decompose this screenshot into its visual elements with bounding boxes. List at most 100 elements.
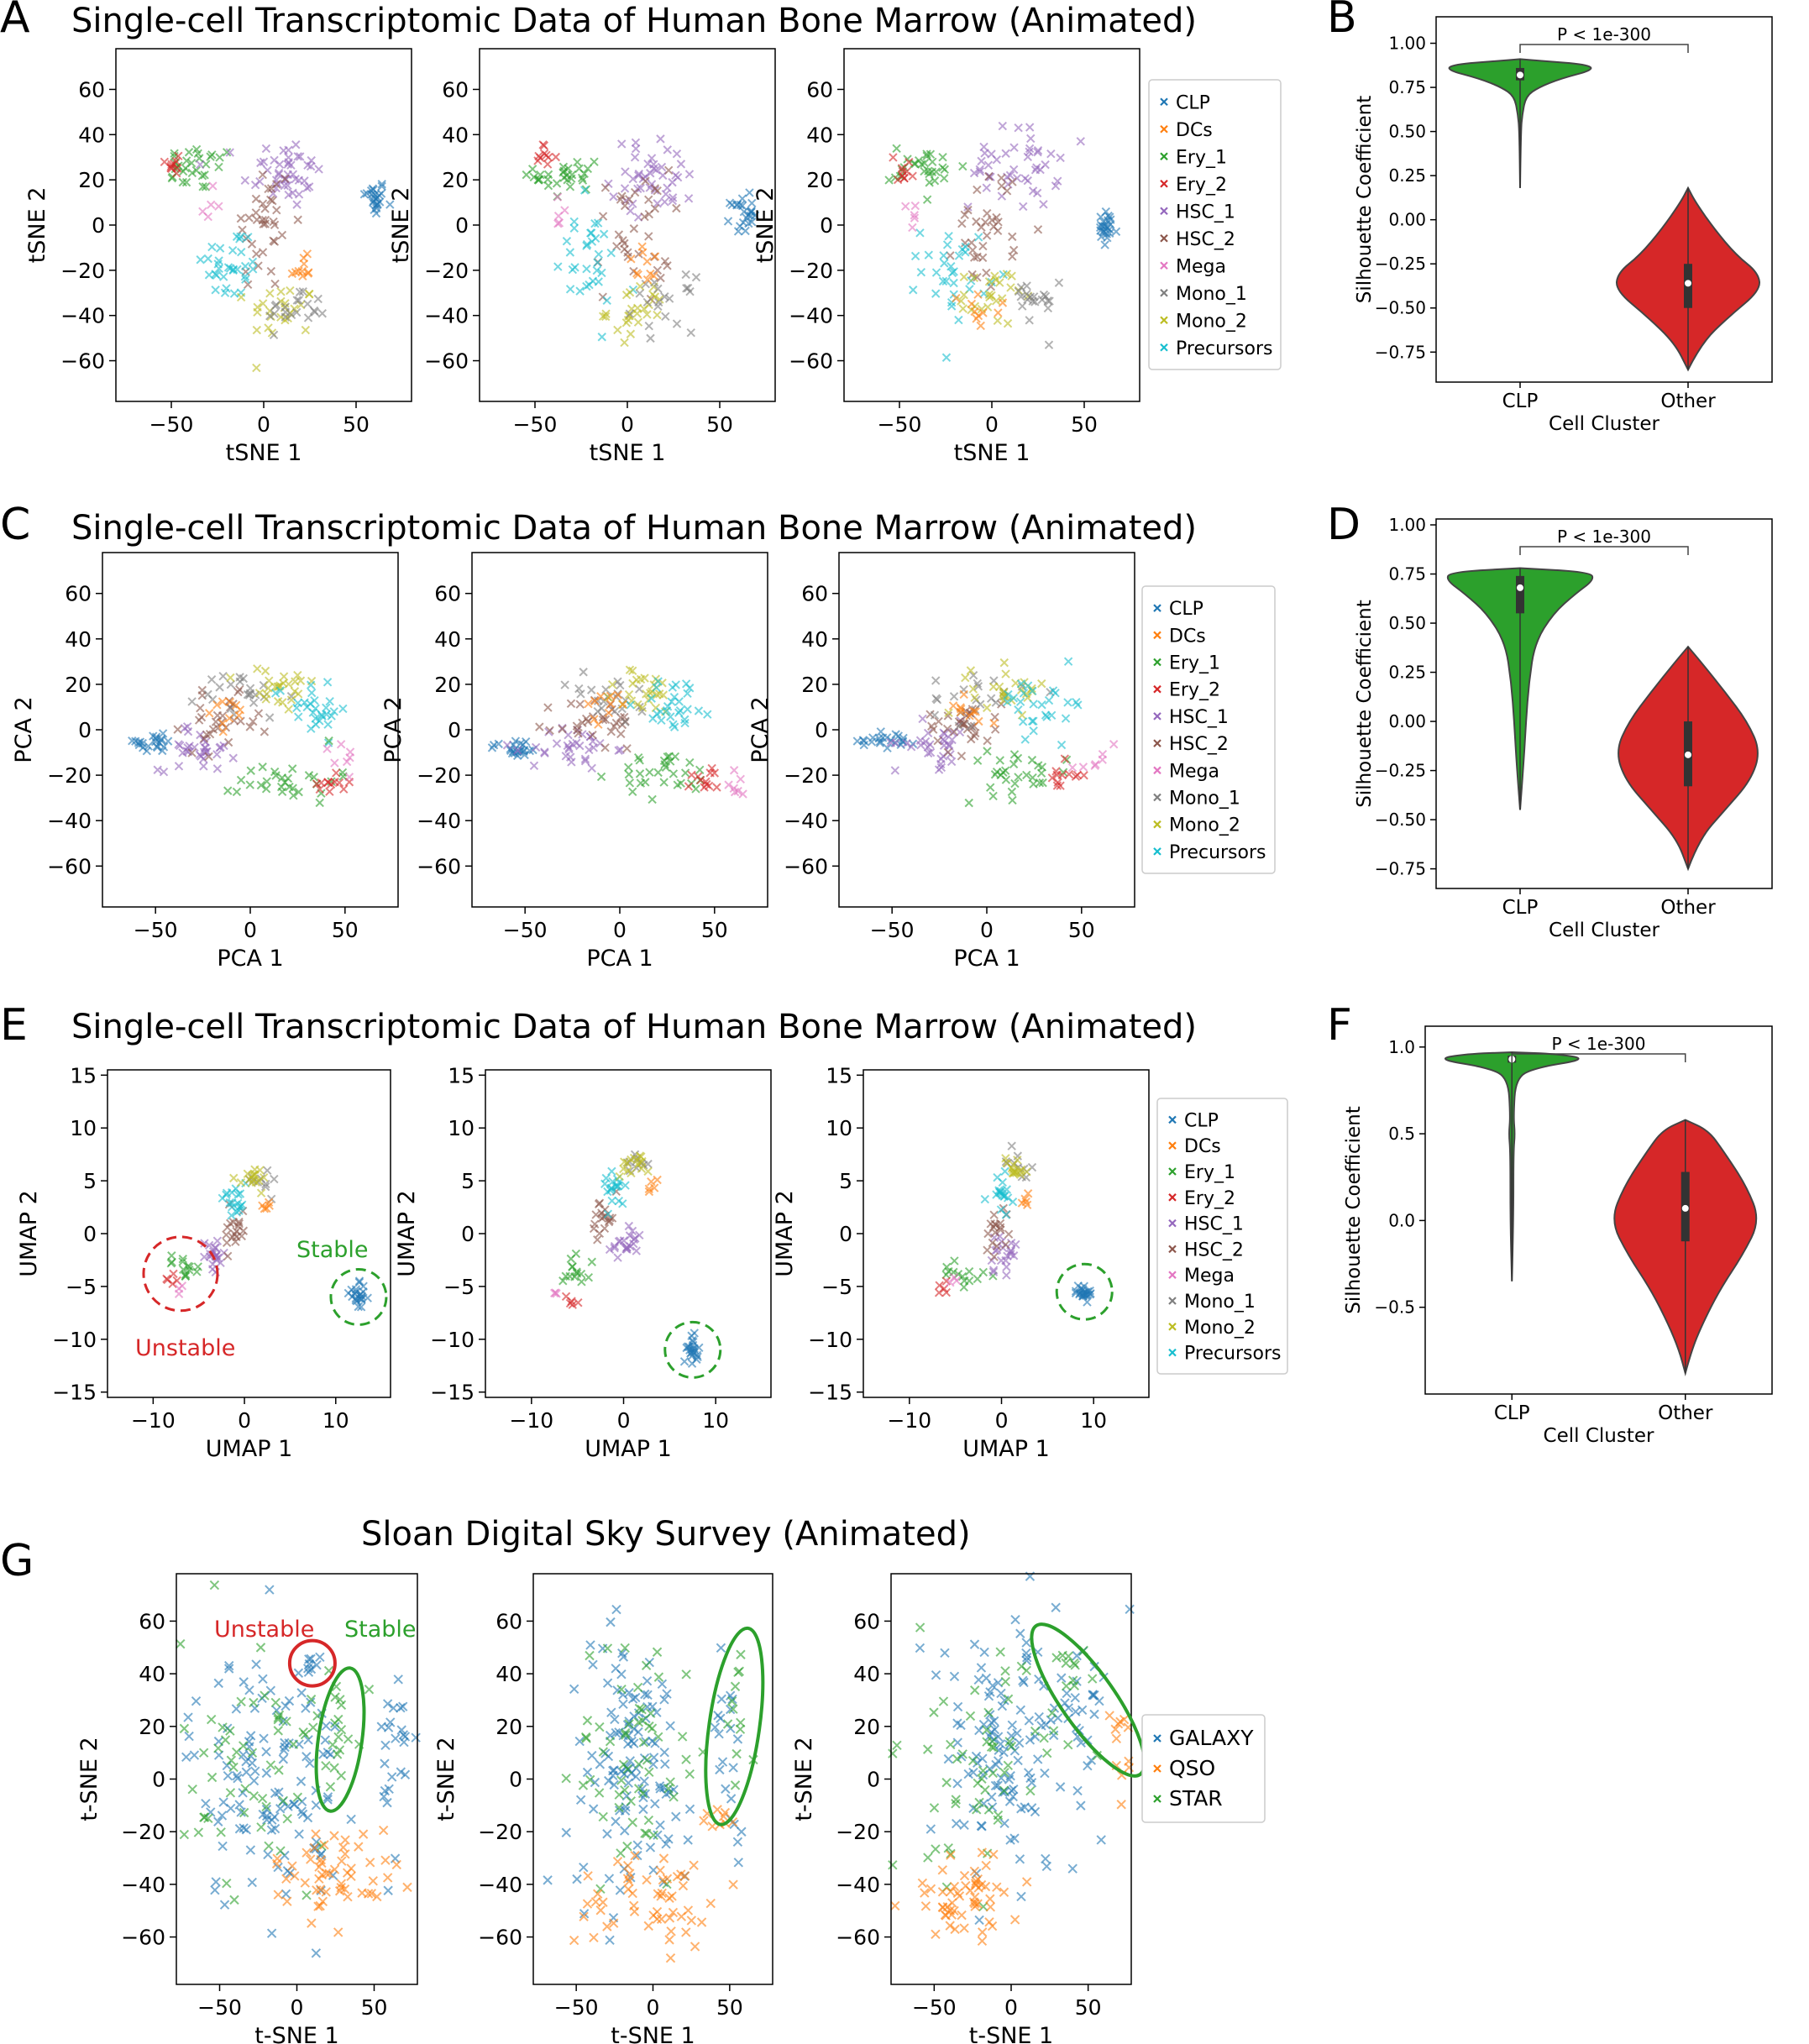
- point-mono_1: [260, 1182, 270, 1192]
- point-mega: [336, 740, 346, 749]
- point-ery_2: [166, 163, 176, 173]
- y-axis-label: tSNE 2: [24, 187, 50, 264]
- point-ery_1: [659, 778, 669, 787]
- y-tick-label: −40: [836, 1873, 880, 1897]
- point-qso: [340, 1835, 350, 1845]
- point-ery_1: [191, 144, 202, 155]
- point-qso: [364, 1858, 375, 1868]
- point-precursors: [1029, 716, 1038, 726]
- point-ery_1: [215, 153, 224, 162]
- point-star: [239, 1807, 249, 1818]
- point-hsc_1: [1001, 1255, 1010, 1266]
- y-tick-label: 0.50: [1388, 613, 1426, 633]
- point-precursors: [1016, 679, 1026, 689]
- point-star: [216, 1827, 226, 1837]
- point-galaxy: [1051, 1602, 1061, 1612]
- point-ery_1: [922, 195, 932, 204]
- point-precursors: [582, 264, 591, 274]
- point-star: [270, 1697, 281, 1708]
- legend-label-mega: Mega: [1169, 761, 1219, 782]
- point-hsc_1: [153, 765, 162, 774]
- point-mega: [910, 213, 920, 223]
- point-galaxy: [585, 1640, 595, 1650]
- scatter-points: [487, 665, 747, 804]
- point-galaxy: [627, 1694, 638, 1704]
- y-tick-label: −60: [478, 1926, 522, 1950]
- point-hsc_1: [660, 197, 669, 207]
- point-mono_2: [637, 1164, 647, 1173]
- point-star: [325, 1781, 336, 1792]
- point-hsc_1: [294, 190, 304, 199]
- point-qso: [937, 1865, 947, 1875]
- point-hsc_1: [1011, 1240, 1020, 1250]
- point-star: [644, 1721, 654, 1732]
- point-hsc_1: [661, 190, 671, 199]
- y-tick-label: 0: [78, 718, 92, 742]
- point-hsc_1: [980, 149, 989, 158]
- point-hsc_2: [266, 266, 276, 276]
- point-hsc_1: [580, 756, 590, 766]
- point-precursors: [606, 248, 616, 258]
- point-star: [972, 1805, 982, 1815]
- point-precursors: [294, 712, 303, 721]
- point-galaxy: [602, 1829, 612, 1839]
- point-mono_1: [303, 299, 312, 309]
- point-galaxy: [379, 1791, 389, 1802]
- point-galaxy: [1020, 1802, 1030, 1812]
- point-qso: [662, 1874, 673, 1884]
- point-qso: [380, 1855, 391, 1865]
- point-qso: [627, 1888, 637, 1899]
- y-tick-label: −10: [430, 1328, 475, 1352]
- point-precursors: [237, 247, 246, 257]
- point-ery_1: [245, 780, 254, 789]
- point-mono_1: [270, 1174, 279, 1184]
- point-galaxy: [931, 1670, 941, 1680]
- point-star: [938, 1696, 949, 1706]
- legend-label-mega: Mega: [1184, 1266, 1235, 1287]
- point-hsc_2: [622, 744, 632, 753]
- point-clp: [128, 736, 137, 746]
- point-precursors: [653, 677, 663, 686]
- point-ery_2: [533, 156, 543, 165]
- point-hsc_1: [589, 743, 598, 752]
- point-hsc_2: [258, 248, 268, 257]
- point-galaxy: [732, 1734, 743, 1744]
- point-hsc_1: [190, 742, 199, 752]
- point-galaxy: [247, 1758, 258, 1769]
- point-galaxy: [645, 1842, 656, 1853]
- point-galaxy: [213, 1678, 223, 1689]
- legend-label-mono_1: Mono_1: [1176, 284, 1247, 305]
- point-galaxy: [952, 1701, 963, 1712]
- point-hsc_2: [232, 1227, 241, 1236]
- legend-label-hsc_2: HSC_2: [1184, 1240, 1244, 1260]
- point-galaxy: [543, 1875, 553, 1885]
- point-galaxy: [284, 1695, 295, 1706]
- point-precursors: [954, 251, 964, 260]
- point-galaxy: [236, 1807, 246, 1817]
- point-hsc_1: [212, 1236, 223, 1245]
- point-qso: [931, 1929, 941, 1939]
- point-hsc_2: [208, 725, 218, 734]
- point-hsc_1: [300, 176, 309, 186]
- point-qso: [333, 1927, 343, 1937]
- point-mega: [1078, 763, 1088, 772]
- point-ery_1: [648, 794, 657, 804]
- point-star: [332, 1749, 343, 1759]
- point-mono_1: [265, 713, 275, 722]
- y-axis-label: UMAP 2: [16, 1190, 42, 1277]
- point-dcs: [974, 716, 983, 726]
- point-star: [633, 1784, 644, 1794]
- point-galaxy: [618, 1652, 629, 1662]
- x-tick-label: 0: [244, 918, 257, 942]
- unstable-annotation: Unstable: [214, 1617, 314, 1643]
- point-hsc_1: [292, 200, 302, 209]
- point-clp: [163, 736, 173, 746]
- point-qso: [271, 1858, 282, 1869]
- legend: CLPDCsEry_1Ery_2HSC_1HSC_2MegaMono_1Mono…: [1148, 79, 1282, 370]
- point-ery_1: [695, 765, 705, 775]
- point-mono_1: [265, 311, 275, 321]
- point-mega: [322, 744, 332, 753]
- point-hsc_1: [306, 161, 316, 171]
- x-tick-label: 50: [1075, 1995, 1102, 2020]
- point-precursors: [310, 696, 319, 705]
